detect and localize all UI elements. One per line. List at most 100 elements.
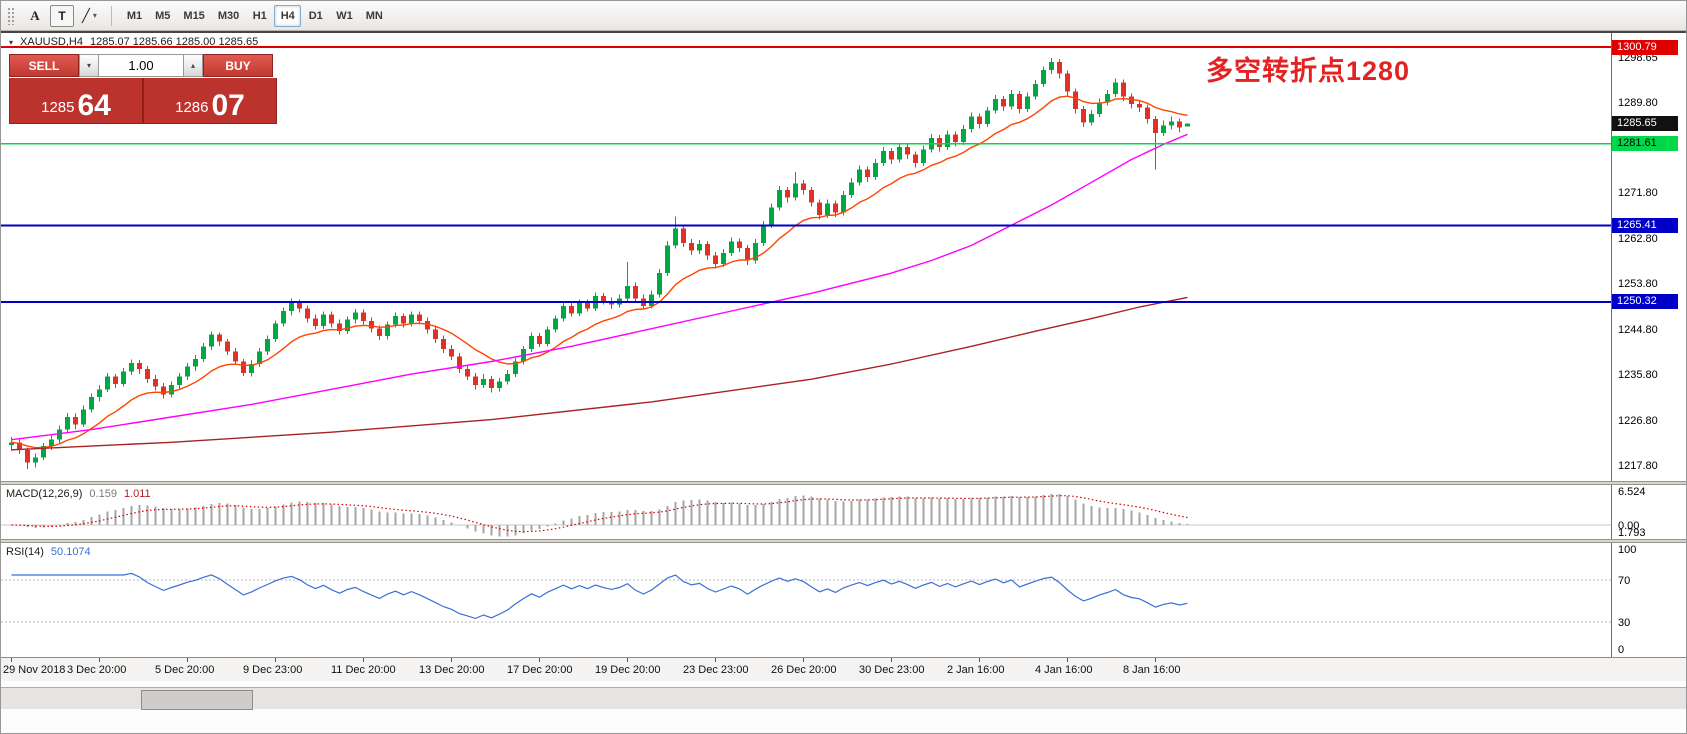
timeframe-mn[interactable]: MN: [365, 9, 383, 22]
time-tick: [187, 658, 188, 662]
main-plot: ▾ XAUUSD,H4 1285.07 1285.66 1285.00 1285…: [1, 33, 1611, 481]
macd-plot: MACD(12,26,9) 0.159 1.011: [1, 485, 1611, 539]
rsi-value: 50.1074: [50, 546, 91, 558]
time-label: 9 Dec 23:00: [243, 664, 303, 676]
price-badge: 1250.32: [1612, 294, 1678, 310]
price-tick: 1226.80: [1618, 414, 1658, 427]
price-tick: 1235.80: [1618, 369, 1658, 382]
time-label: 4 Jan 16:00: [1035, 664, 1093, 676]
price-badge: 1265.41: [1612, 218, 1678, 234]
time-axis[interactable]: 29 Nov 2018 3 Dec 20:00 5 Dec 20:00 9 Dec 2…: [1, 657, 1686, 681]
time-tick: [891, 658, 892, 662]
lot-decrease-button[interactable]: ▾: [79, 54, 99, 77]
time-tick: [363, 658, 364, 662]
timeframe-h4[interactable]: H4: [274, 4, 302, 27]
annotation-tool-icon[interactable]: A: [30, 7, 40, 23]
toolbar-grip-icon[interactable]: [7, 6, 15, 25]
symbol-period-label: XAUUSD,H4: [20, 36, 83, 48]
timeframe-toolbar: M1 M5 M15 M30 H1 H4 D1 W1 MN: [121, 4, 389, 27]
price-tick: 1289.80: [1618, 96, 1658, 109]
time-tick: [627, 658, 628, 662]
ohlc-marker-icon: ▾: [9, 37, 14, 47]
timeframe-w1[interactable]: W1: [336, 9, 353, 22]
rsi-name: RSI(14): [6, 546, 44, 558]
ma-mid-line[interactable]: [11, 133, 1188, 441]
time-tick: [539, 658, 540, 662]
sell-price-small: 1285: [41, 99, 75, 116]
price-badge: 1300.79: [1612, 39, 1678, 55]
sell-price-big: 64: [77, 88, 111, 122]
timeframe-h1[interactable]: H1: [252, 9, 267, 22]
lot-increase-button[interactable]: ▴: [183, 54, 203, 77]
macd-label: MACD(12,26,9) 0.159 1.011: [6, 488, 151, 500]
price-badge: 1285.65: [1612, 115, 1678, 131]
price-badge: 1281.61: [1612, 136, 1678, 152]
lot-input[interactable]: [99, 54, 183, 77]
chart-frame-border: [1, 31, 1686, 33]
rsi-axis-label: 30: [1618, 616, 1631, 629]
price-tick: 1244.80: [1618, 323, 1658, 336]
macd-histogram: [18, 493, 1189, 537]
tool-group: A T ╱ ▾: [23, 4, 102, 27]
sell-price-display[interactable]: 1285 64: [10, 78, 142, 123]
rsi-panel: RSI(14) 50.1074 100 70 30 0: [1, 543, 1686, 657]
time-tick: [715, 658, 716, 662]
macd-main-value: 0.159: [89, 488, 117, 500]
ohlc-values: 1285.07 1285.66 1285.00 1285.65: [89, 36, 259, 48]
time-tick: [803, 658, 804, 662]
rsi-axis-label: 0: [1618, 644, 1625, 656]
ma-fast-line[interactable]: [11, 95, 1188, 449]
time-label: 19 Dec 20:00: [595, 664, 661, 676]
toolbar: A T ╱ ▾ M1 M5 M15 M30 H1 H4 D1 W1 MN: [1, 1, 1686, 31]
rsi-canvas[interactable]: [1, 543, 1611, 657]
one-click-panel: SELL ▾ ▴ BUY 1285 64 1286 07: [9, 54, 277, 124]
time-tick: [1155, 658, 1156, 662]
time-label: 13 Dec 20:00: [419, 664, 485, 676]
time-tick: [979, 658, 980, 662]
time-label: 30 Dec 23:00: [859, 664, 925, 676]
rsi-axis-label: 70: [1618, 575, 1631, 588]
macd-scale[interactable]: 6.524 0.00 1.793: [1611, 485, 1686, 539]
time-tick: [275, 658, 276, 662]
time-tick: [451, 658, 452, 662]
chart-tab-strip: [1, 687, 1686, 710]
main-plot-canvas[interactable]: [1, 33, 1611, 481]
candles-series: [9, 57, 1190, 469]
time-tick: [99, 658, 100, 662]
timeframe-m15[interactable]: M15: [183, 9, 205, 22]
time-label: 5 Dec 20:00: [155, 664, 215, 676]
chart-tab[interactable]: [141, 690, 253, 710]
buy-button[interactable]: BUY: [203, 54, 273, 77]
timeframe-m5[interactable]: M5: [155, 9, 171, 22]
macd-signal-value: 1.011: [123, 488, 151, 500]
price-divider: [142, 78, 144, 123]
buy-price-big: 07: [211, 88, 245, 122]
rsi-plot: RSI(14) 50.1074: [1, 543, 1611, 657]
timeframe-m30[interactable]: M30: [217, 9, 240, 22]
text-tool-icon[interactable]: T: [50, 4, 74, 27]
price-tick: 1262.80: [1618, 232, 1658, 245]
timeframe-d1[interactable]: D1: [308, 9, 323, 22]
macd-canvas[interactable]: [1, 485, 1611, 539]
timeframe-m1[interactable]: M1: [126, 9, 143, 22]
ma-slow-line[interactable]: [11, 296, 1188, 451]
rsi-scale[interactable]: 100 70 30 0: [1611, 543, 1686, 657]
time-label: 2 Jan 16:00: [947, 664, 1005, 676]
panel-splitter[interactable]: [1, 481, 1686, 485]
time-label: 29 Nov 2018: [3, 664, 66, 676]
bottom-zone: [1, 681, 1686, 733]
panel-splitter[interactable]: [1, 539, 1686, 543]
price-scale[interactable]: 1298.65 1289.80 1271.80 1262.80 1253.80 1244.…: [1611, 33, 1686, 481]
shapes-tool-icon[interactable]: ╱ ▾: [82, 7, 97, 23]
price-tick: 1217.80: [1618, 460, 1658, 472]
buy-price-display[interactable]: 1286 07: [144, 78, 276, 123]
main-chart-panel: ▾ XAUUSD,H4 1285.07 1285.66 1285.00 1285…: [1, 33, 1686, 481]
time-tick: [1067, 658, 1068, 662]
sell-button[interactable]: SELL: [9, 54, 79, 77]
time-label: 3 Dec 20:00: [67, 664, 127, 676]
price-tick: 1271.80: [1618, 187, 1658, 200]
annotation-text[interactable]: 多空转折点1280: [1206, 56, 1411, 86]
buy-price-small: 1286: [175, 99, 209, 116]
rsi-label: RSI(14) 50.1074: [6, 546, 91, 558]
